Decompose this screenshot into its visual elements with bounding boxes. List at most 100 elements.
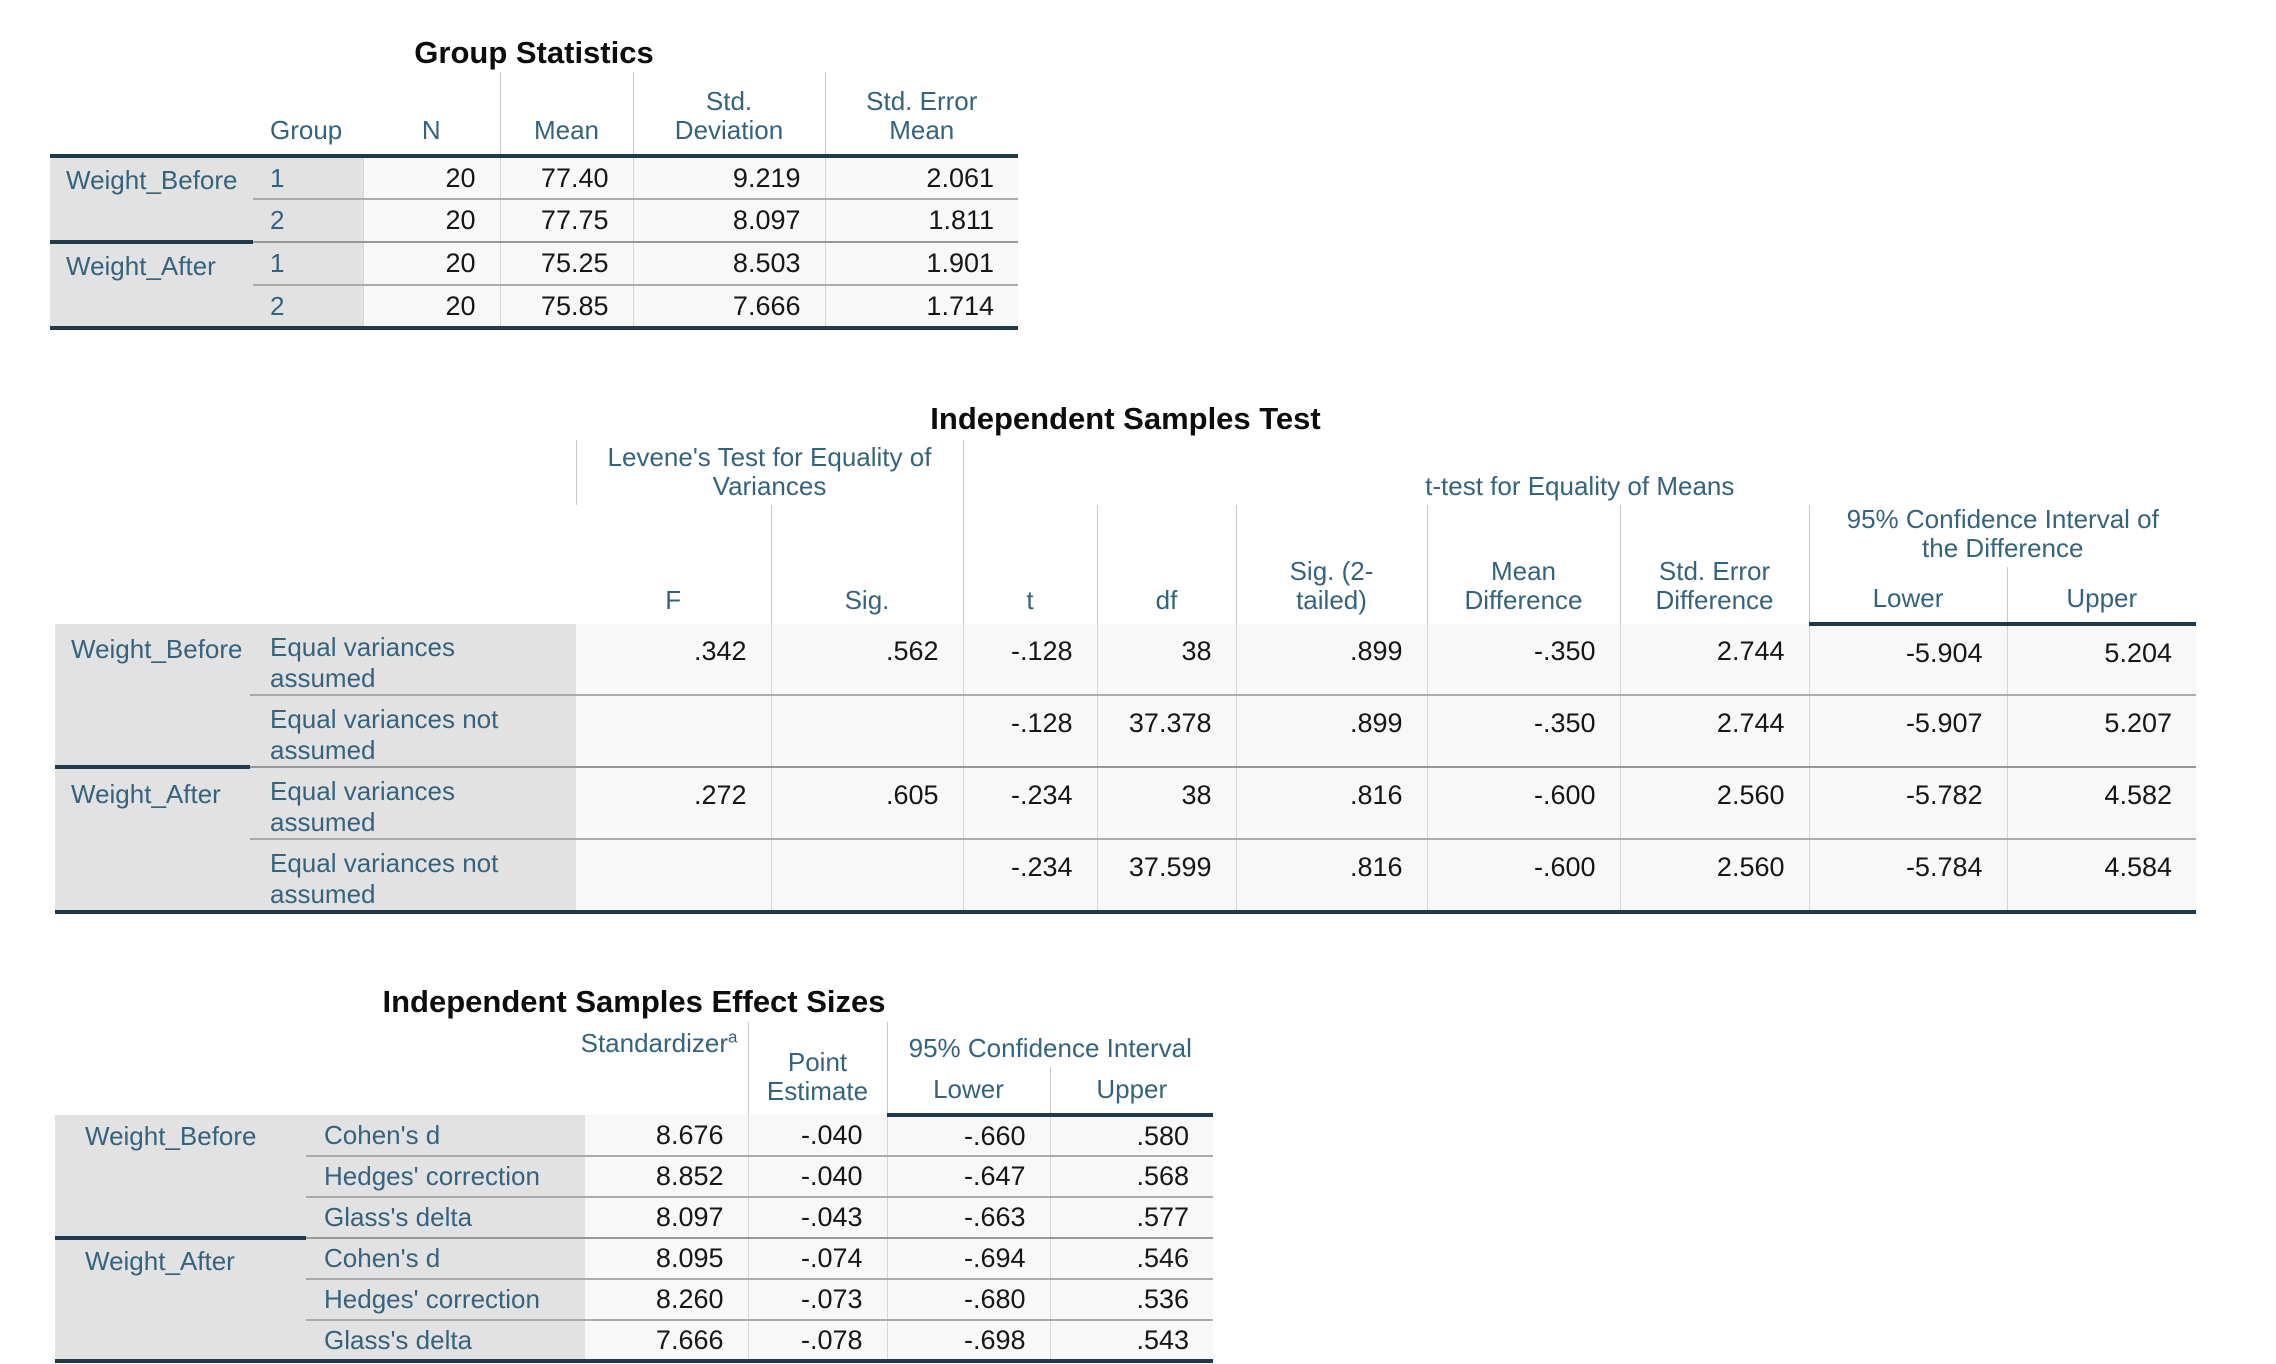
group-statistics-table: Group Statistics Group N Mean Std. Deviat… <box>50 34 1018 330</box>
table-row: Weight_Before Equal variances assumed .3… <box>55 624 2196 769</box>
cell-n: 20 <box>362 285 500 330</box>
header-blank <box>55 440 250 624</box>
table-row: Hedges' correction 8.852 -.040 -.647 .56… <box>55 1156 1214 1198</box>
table-row: Hedges' correction 8.260 -.073 -.680 .53… <box>55 1279 1214 1321</box>
cell-upper: 4.582 <box>2006 766 2196 840</box>
cell-std-error-difference: 2.560 <box>1619 766 1809 840</box>
cell-sig-2-tailed: .899 <box>1235 624 1427 696</box>
cell-standardizer: 8.676 <box>585 1115 748 1157</box>
cell-std-error-difference: 2.744 <box>1619 624 1809 696</box>
header-row: Group N Mean Std. Deviation Std. Error Mea… <box>50 72 1018 158</box>
header-spanner-row: Levene's Test for Equality of Variances t… <box>55 440 2196 505</box>
cell-std-error-difference: 2.560 <box>1619 839 1809 914</box>
table-row: Glass's delta 7.666 -.078 -.698 .543 <box>55 1320 1214 1363</box>
cell-t: -.234 <box>962 766 1097 840</box>
cell-upper: .546 <box>1049 1237 1214 1280</box>
cell-standardizer: 8.260 <box>585 1279 748 1321</box>
cell-lower: -5.782 <box>1808 766 2007 840</box>
column-header-lower: Lower <box>1808 567 2007 626</box>
cell-f: .342 <box>576 624 771 696</box>
cell-sig-2-tailed: .899 <box>1235 695 1427 767</box>
table-row: Weight_Before 1 20 77.40 9.219 2.061 <box>50 156 1018 244</box>
cell-sig: .605 <box>770 766 963 840</box>
cell-lower: -5.907 <box>1808 695 2007 767</box>
cell-sig: .562 <box>770 624 963 696</box>
column-header-upper: Upper <box>1049 1067 1214 1117</box>
cell-lower: -.698 <box>886 1320 1050 1363</box>
cell-lower: -5.784 <box>1808 839 2007 914</box>
column-header-std-deviation: Std. Deviation <box>632 72 825 158</box>
cell-t: -.128 <box>962 624 1097 696</box>
cell-n: 20 <box>362 156 500 200</box>
header-spanner-row: Standardizera Point Estimate 95% Confiden… <box>55 1022 1214 1115</box>
effect-sizes-grid: Standardizera Point Estimate 95% Confiden… <box>55 1022 1214 1363</box>
independent-samples-test-grid: Levene's Test for Equality of Variances t… <box>55 440 2196 914</box>
cell-mean-difference: -.600 <box>1426 839 1620 914</box>
row-label-variable: Weight_Before <box>50 156 253 244</box>
column-header-f: F <box>665 585 682 615</box>
column-header-sig-2-tailed: Sig. (2- tailed) <box>1235 505 1427 624</box>
row-label-variable: Weight_After <box>55 766 250 914</box>
column-header-upper: Upper <box>2006 567 2196 626</box>
cell-std-error-mean: 1.901 <box>824 241 1018 286</box>
spanner-t-test: t-test for Equality of Means <box>962 440 2196 505</box>
row-label-assumption: Equal variances not assumed <box>250 695 576 767</box>
column-header-lower: Lower <box>886 1067 1050 1117</box>
cell-std-deviation: 8.503 <box>632 241 825 286</box>
table-row: Weight_After Cohen's d 8.095 -.074 -.694… <box>55 1237 1214 1363</box>
cell-std-error-mean: 1.811 <box>824 199 1018 242</box>
row-label-effect-type: Glass's delta <box>306 1197 585 1238</box>
table-row: Weight_Before Cohen's d 8.676 -.040 -.66… <box>55 1115 1214 1240</box>
cell-upper: 4.584 <box>2006 839 2196 914</box>
spanner-confidence-interval: 95% Confidence Interval <box>886 1022 1214 1067</box>
row-label-variable: Weight_Before <box>55 1115 306 1240</box>
cell-mean-difference: -.350 <box>1426 624 1620 696</box>
table-title: Independent Samples Effect Sizes <box>382 984 886 1019</box>
table-row: Equal variances not assumed -.234 37.599… <box>55 839 2196 914</box>
group-statistics-grid: Group N Mean Std. Deviation Std. Error Mea… <box>50 72 1018 330</box>
cell-f: .272 <box>576 766 771 840</box>
independent-samples-test-table: Independent Samples Test Levene's Test f… <box>55 398 2196 914</box>
table-title: Independent Samples Test <box>930 401 1321 436</box>
cell-standardizer: 7.666 <box>585 1320 748 1363</box>
cell-t: -.234 <box>962 839 1097 914</box>
cell-standardizer: 8.097 <box>585 1197 748 1238</box>
cell-group: 2 <box>253 199 363 242</box>
column-header-t: t <box>962 505 1097 624</box>
cell-standardizer: 8.095 <box>585 1237 748 1280</box>
cell-mean-difference: -.600 <box>1426 766 1620 840</box>
cell-mean-difference: -.350 <box>1426 695 1620 767</box>
header-blank <box>50 72 253 158</box>
row-label-assumption: Equal variances assumed <box>250 624 576 696</box>
cell-std-deviation: 9.219 <box>632 156 825 200</box>
effect-sizes-table: Independent Samples Effect Sizes Standar… <box>55 982 1214 1363</box>
cell-mean: 77.40 <box>499 156 633 200</box>
header-row: Lower Upper <box>55 567 2196 626</box>
cell-n: 20 <box>362 199 500 242</box>
cell-point-estimate: -.073 <box>747 1279 887 1321</box>
cell-lower: -.663 <box>886 1197 1050 1238</box>
cell-lower: -.680 <box>886 1279 1050 1321</box>
cell-upper: 5.204 <box>2006 624 2196 696</box>
row-label-variable: Weight_Before <box>55 624 250 769</box>
row-label-effect-type: Cohen's d <box>306 1237 585 1280</box>
cell-lower: -5.904 <box>1808 624 2007 696</box>
cell-sig-2-tailed: .816 <box>1235 839 1427 914</box>
cell-empty <box>770 695 963 767</box>
cell-mean: 75.85 <box>499 285 633 330</box>
table-row: 2 20 77.75 8.097 1.811 <box>50 199 1018 242</box>
cell-std-error-difference: 2.744 <box>1619 695 1809 767</box>
cell-lower: -.660 <box>886 1115 1050 1157</box>
row-label-assumption: Equal variances not assumed <box>250 839 576 914</box>
table-row: Glass's delta 8.097 -.043 -.663 .577 <box>55 1197 1214 1238</box>
cell-group: 1 <box>253 241 363 286</box>
spanner-confidence-interval: 95% Confidence Interval of the Difference <box>1808 505 2196 567</box>
cell-point-estimate: -.040 <box>747 1156 887 1198</box>
cell-group: 1 <box>253 156 363 200</box>
cell-upper: .536 <box>1049 1279 1214 1321</box>
cell-standardizer: 8.852 <box>585 1156 748 1198</box>
spanner-levene-test: Levene's Test for Equality of Variances <box>575 440 963 505</box>
column-header-point-estimate: Point Estimate <box>747 1022 887 1115</box>
header-spanner-row: F Sig. t df Sig. (2- tailed) Mean Differen… <box>55 505 2196 624</box>
